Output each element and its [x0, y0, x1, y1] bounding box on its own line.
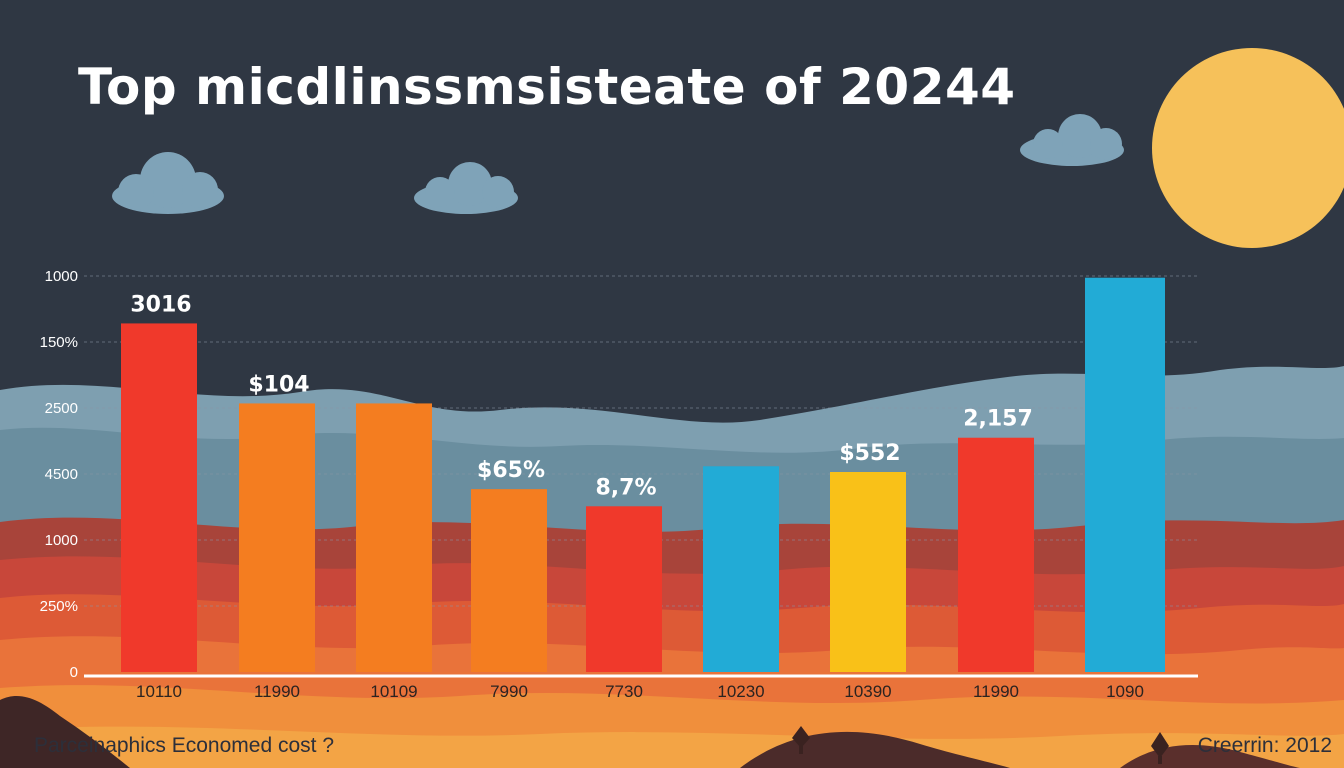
x-tick-label: 10110: [136, 682, 182, 701]
data-label: 2,157: [963, 407, 1033, 432]
data-labels: 3016 $104 $65% 8,7% $552 2,157: [130, 292, 1032, 500]
sun-icon: [1152, 48, 1344, 248]
data-label: $552: [839, 441, 900, 466]
data-label: $104: [248, 372, 309, 397]
chart-title: Top micdlinssmsisteate of 20244: [78, 58, 1016, 116]
bar: [121, 323, 197, 672]
x-tick-label: 10390: [844, 682, 891, 701]
footer-caption: Parceinaphics Economed cost ?: [34, 734, 334, 757]
y-tick-label: 1000: [45, 532, 78, 549]
bars: [121, 277, 1165, 672]
bar: [1085, 277, 1165, 672]
x-axis-labels: 10110 11990 10109 7990 7730 10230 10390 11990 10…: [136, 682, 1144, 701]
x-tick-label: 7990: [490, 682, 528, 701]
y-tick-label: 150%: [40, 334, 78, 351]
bar: [239, 403, 315, 672]
tree-icon: [1151, 732, 1169, 764]
y-tick-label: 4500: [45, 466, 78, 483]
data-label: $65%: [477, 458, 545, 483]
bar: [958, 437, 1034, 672]
x-tick-label: 11990: [254, 682, 300, 701]
bar: [471, 489, 547, 672]
cloud-icon: [414, 162, 518, 214]
y-tick-label: 2500: [45, 400, 78, 417]
bar: [703, 466, 779, 672]
bar: [356, 403, 432, 672]
x-tick-label: 7730: [605, 682, 643, 701]
x-tick-label: 1090: [1106, 682, 1144, 701]
x-tick-label: 10109: [370, 682, 417, 701]
y-tick-label: 0: [70, 664, 78, 681]
data-label: 8,7%: [595, 475, 656, 500]
y-axis-labels: 0 250% 1000 4500 2500 150% 1000: [40, 268, 78, 681]
y-tick-label: 250%: [40, 598, 78, 615]
cloud-icon: [1020, 114, 1124, 166]
x-tick-label: 11990: [973, 682, 1019, 701]
bar: [830, 472, 906, 672]
cloud-icon: [112, 152, 224, 214]
tree-icon: [792, 726, 810, 754]
y-tick-label: 1000: [45, 268, 78, 285]
data-label: 3016: [130, 292, 191, 317]
footer-credit: Creerrin: 2012: [1197, 734, 1332, 757]
x-tick-label: 10230: [717, 682, 764, 701]
bar: [586, 506, 662, 672]
